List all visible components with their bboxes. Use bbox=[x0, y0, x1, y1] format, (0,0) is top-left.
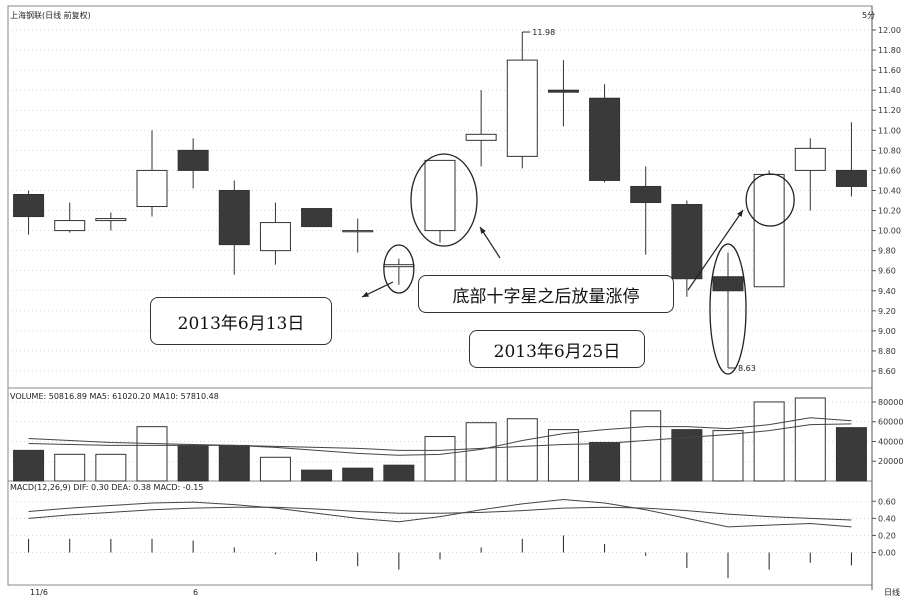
volume-bar bbox=[424, 436, 456, 482]
volume-bar bbox=[630, 410, 662, 482]
macd-panel-frame bbox=[7, 480, 873, 586]
candle-body bbox=[753, 173, 785, 288]
volume-bar bbox=[301, 469, 333, 482]
volume-bar bbox=[95, 453, 127, 482]
price-tick-label: 10.00 bbox=[878, 227, 901, 236]
volume-ma-line-ma10 bbox=[28, 423, 852, 451]
rebound-circle bbox=[745, 173, 795, 227]
macd-line-dif bbox=[28, 499, 852, 528]
doji-circle bbox=[383, 244, 415, 294]
volume-bar bbox=[547, 429, 579, 482]
price-tick-label: 10.20 bbox=[878, 207, 901, 216]
volume-tick-label: 60000 bbox=[878, 418, 903, 427]
bottom-right-label: 日线 bbox=[884, 588, 900, 597]
price-tick-label: 12.00 bbox=[878, 26, 901, 35]
price-tick-label: 11.00 bbox=[878, 126, 901, 135]
candle-body bbox=[383, 264, 415, 268]
volume-bar bbox=[177, 444, 209, 482]
price-tick-label: 10.80 bbox=[878, 146, 901, 155]
candle-body bbox=[630, 185, 662, 204]
arrow-to-date-a-head bbox=[362, 291, 369, 297]
volume-tick-label: 20000 bbox=[878, 457, 903, 466]
price-tick-label: 9.20 bbox=[878, 307, 896, 316]
volume-bar bbox=[54, 453, 86, 482]
price-tick-label: 8.80 bbox=[878, 347, 896, 356]
arrow-to-rebound-head bbox=[737, 210, 743, 217]
volume-bar bbox=[465, 422, 497, 482]
volume-panel-title: VOLUME: 50816.89 MA5: 61020.20 MA10: 578… bbox=[10, 392, 219, 401]
volume-bar bbox=[835, 427, 867, 482]
arrow-to-rebound bbox=[687, 209, 744, 291]
price-tick-label: 9.00 bbox=[878, 327, 896, 336]
candle-body bbox=[342, 230, 374, 233]
bottom-mid-label: 6 bbox=[193, 588, 199, 597]
candle-body bbox=[589, 97, 621, 181]
macd-panel-title: MACD(12,26,9) DIF: 0.30 DEA: 0.38 MACD: … bbox=[10, 483, 204, 492]
limit-up-circle bbox=[410, 153, 478, 247]
volume-bar bbox=[712, 430, 744, 482]
callout-doji-note: 底部十字星之后放量涨停 bbox=[418, 275, 674, 313]
volume-bar bbox=[589, 441, 621, 482]
candle-body bbox=[465, 133, 497, 141]
low-label: 8.63 bbox=[738, 364, 756, 373]
candle-body bbox=[259, 222, 291, 252]
corner-label[interactable]: 5分 bbox=[862, 11, 876, 20]
price-tick-label: 11.20 bbox=[878, 106, 901, 115]
bottom-left-label: 11/6 bbox=[30, 588, 48, 597]
candle-body bbox=[794, 147, 826, 171]
candle-body bbox=[547, 89, 579, 93]
callout-date-b: 2013年6月25日 bbox=[469, 330, 645, 368]
candle-body bbox=[95, 218, 127, 222]
volume-bar bbox=[13, 449, 45, 482]
price-tick-label: 10.40 bbox=[878, 186, 901, 195]
volume-tick-label: 80000 bbox=[878, 398, 903, 407]
volume-bar bbox=[136, 426, 168, 482]
candle-body bbox=[218, 189, 250, 246]
candle-body bbox=[177, 149, 209, 171]
candle-body bbox=[301, 208, 333, 228]
volume-bar bbox=[218, 444, 250, 482]
macd-tick-label: 0.00 bbox=[878, 549, 896, 558]
volume-bar bbox=[794, 397, 826, 482]
candle-body bbox=[671, 204, 703, 280]
price-tick-label: 9.80 bbox=[878, 247, 896, 256]
volume-tick-label: 40000 bbox=[878, 437, 903, 446]
candle-body bbox=[712, 276, 744, 292]
arrow-to-limit-up-head bbox=[480, 227, 486, 234]
candle-body bbox=[424, 159, 456, 232]
volume-bar bbox=[342, 467, 374, 482]
price-tick-label: 11.40 bbox=[878, 86, 901, 95]
volume-bar bbox=[506, 418, 538, 482]
macd-tick-label: 0.40 bbox=[878, 514, 896, 523]
callout-date-a: 2013年6月13日 bbox=[150, 297, 332, 345]
volume-bar bbox=[383, 464, 415, 482]
price-panel-title: 上海钢联(日线 前复权) bbox=[10, 11, 91, 20]
volume-bar bbox=[753, 401, 785, 482]
candle-body bbox=[13, 193, 45, 218]
price-tick-label: 9.60 bbox=[878, 267, 896, 276]
volume-ma-line-ma5 bbox=[28, 417, 852, 456]
price-tick-label: 8.60 bbox=[878, 367, 896, 376]
macd-line-dea bbox=[28, 506, 852, 521]
price-tick-label: 11.80 bbox=[878, 46, 901, 55]
price-tick-label: 10.60 bbox=[878, 166, 901, 175]
price-tick-label: 11.60 bbox=[878, 66, 901, 75]
volume-bar bbox=[259, 456, 291, 482]
candle-body bbox=[835, 169, 867, 187]
high-label: 11.98 bbox=[532, 28, 555, 37]
candle-body bbox=[506, 59, 538, 157]
price-tick-label: 9.40 bbox=[878, 287, 896, 296]
macd-tick-label: 0.60 bbox=[878, 497, 896, 506]
candle-body bbox=[54, 220, 86, 232]
macd-tick-label: 0.20 bbox=[878, 531, 896, 540]
low-circle bbox=[709, 243, 747, 375]
candle-body bbox=[136, 169, 168, 208]
